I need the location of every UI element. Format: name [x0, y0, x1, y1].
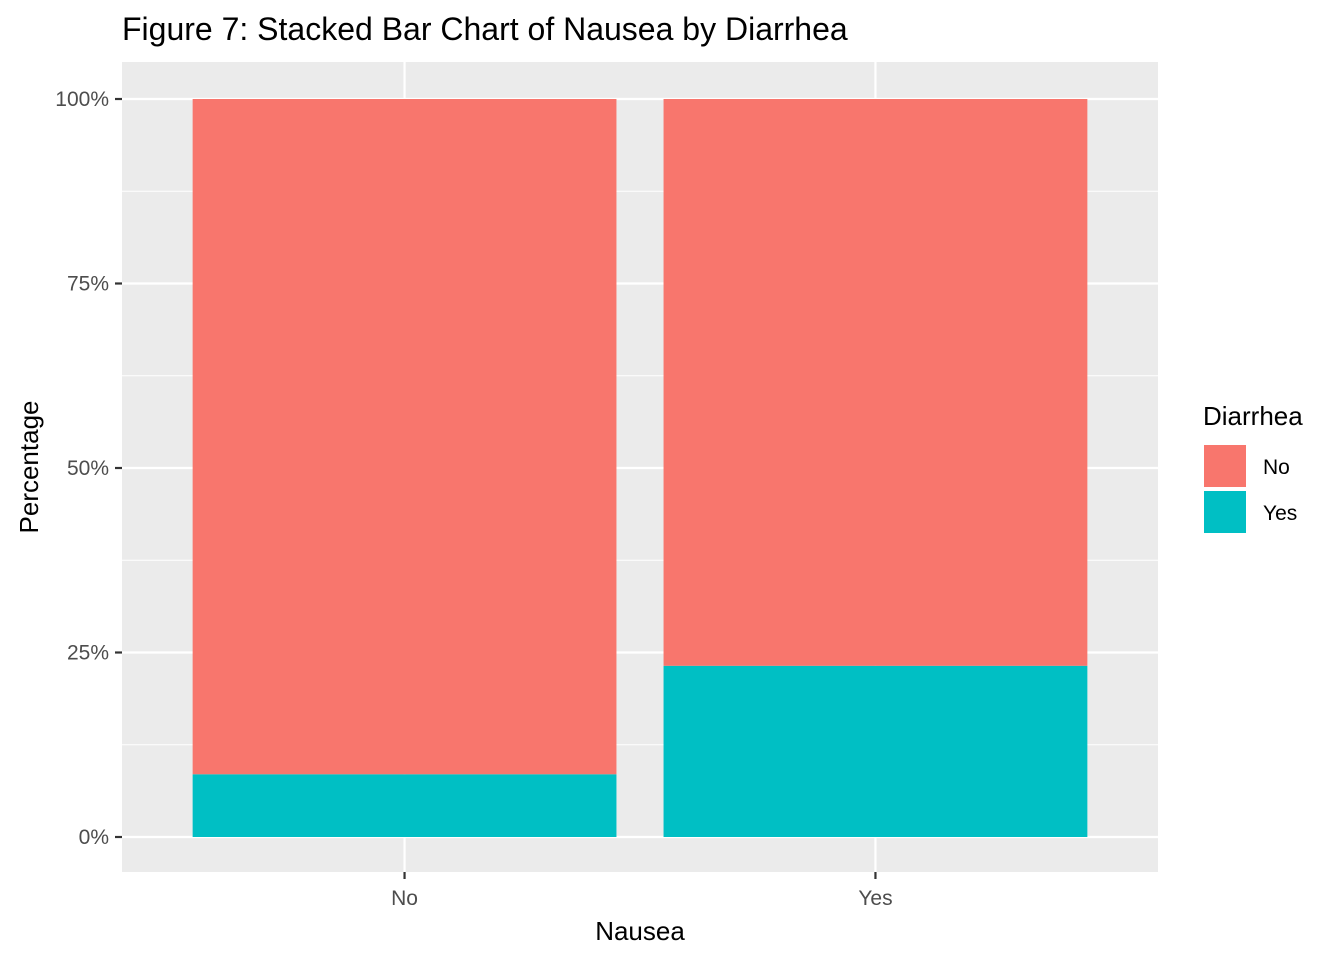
legend-label-no: No: [1263, 456, 1290, 479]
x-axis-title: Nausea: [595, 916, 685, 946]
bars: [192, 99, 1088, 837]
bar-no-yes: [192, 774, 617, 837]
y-tick-label: 100%: [55, 88, 109, 111]
y-axis: 0% 25% 50% 75% 100%: [55, 88, 122, 849]
legend-title: Diarrhea: [1203, 401, 1303, 431]
y-tick-label: 50%: [67, 457, 109, 480]
y-tick-label: 25%: [67, 642, 109, 665]
y-tick-label: 0%: [79, 826, 109, 849]
bar-no-no: [192, 99, 617, 775]
y-axis-title: Percentage: [14, 401, 44, 534]
bar-yes-no: [663, 99, 1088, 666]
chart-title: Figure 7: Stacked Bar Chart of Nausea by…: [122, 11, 848, 47]
x-axis: No Yes: [391, 872, 893, 910]
x-tick-label: Yes: [858, 887, 892, 910]
legend-key-no: [1202, 443, 1248, 489]
bar-yes-yes: [663, 665, 1088, 837]
x-tick-label: No: [391, 887, 418, 910]
y-tick-label: 75%: [67, 273, 109, 296]
legend: Diarrhea No Yes: [1202, 401, 1303, 535]
legend-key-yes: [1202, 489, 1248, 535]
legend-label-yes: Yes: [1263, 502, 1297, 525]
